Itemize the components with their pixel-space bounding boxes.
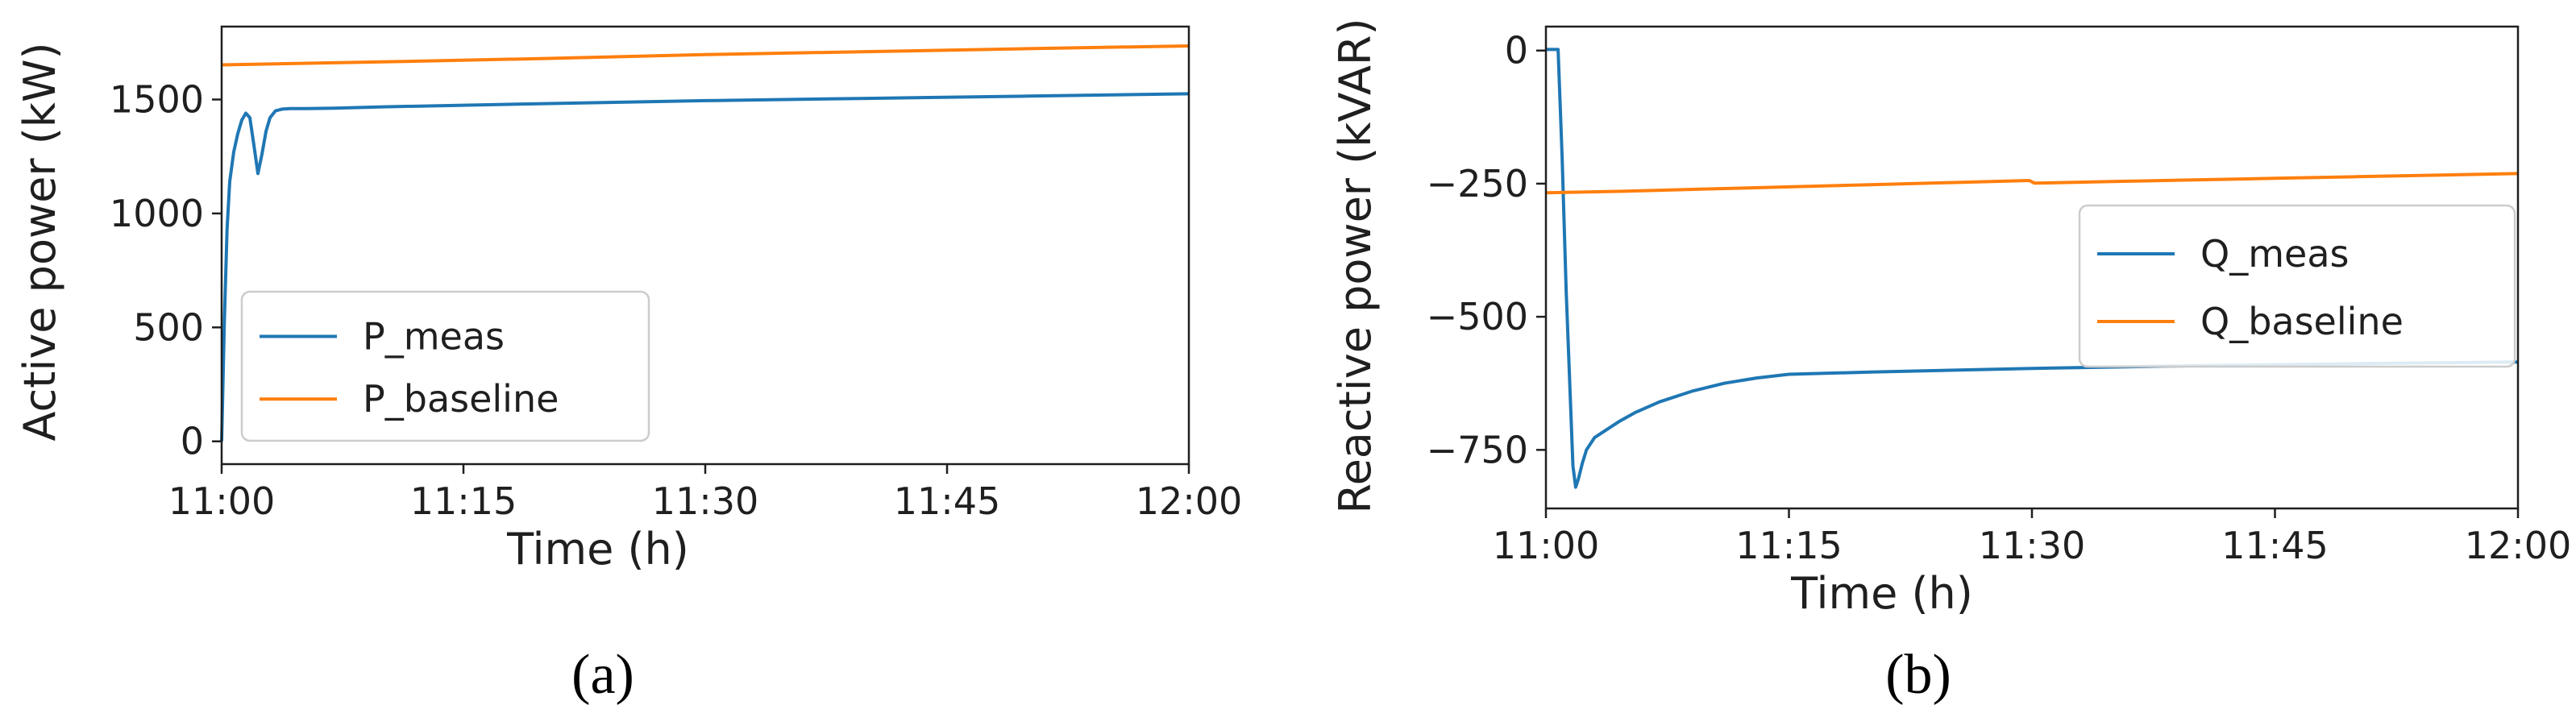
series-line-q-baseline <box>1545 172 2519 195</box>
legend-box-b <box>2078 204 2516 368</box>
chart-reactive-power: 11:00 11:15 11:30 11:45 12:00 0 −250 −500 −750 T… <box>1330 18 2571 706</box>
x-axis-label-b: Time (h) <box>1790 568 1973 619</box>
x-tick-label-b: 11:30 <box>1979 524 2086 567</box>
x-tick-label-b: 12:00 <box>2465 524 2572 567</box>
legend-box-a <box>240 290 650 442</box>
legend-b: Q_meas Q_baseline <box>2078 204 2516 368</box>
series-line-p-meas <box>220 92 1190 442</box>
y-tick-label-a: 1500 <box>110 78 204 122</box>
x-tick-label-a: 11:30 <box>652 479 759 523</box>
y-tick-label-a: 1000 <box>110 192 204 235</box>
caption-b: (b) <box>1885 644 1951 706</box>
legend-label-q-meas: Q_meas <box>2200 232 2349 276</box>
legend-label-q-baseline: Q_baseline <box>2200 300 2404 343</box>
x-tick-label-a: 12:00 <box>1136 479 1243 523</box>
x-tick-label-a: 11:15 <box>410 479 517 523</box>
x-tick-label-a: 11:00 <box>168 479 276 523</box>
x-axis-label-a: Time (h) <box>506 524 689 575</box>
y-tick-label-a: 500 <box>133 305 204 349</box>
series-line-p-baseline <box>221 44 1190 67</box>
series-line-q-meas <box>1546 48 2519 489</box>
caption-a: (a) <box>571 644 634 706</box>
y-axis-label-b: Reactive power (kVAR) <box>1330 18 1381 513</box>
chart-active-power: 11:00 11:15 11:30 11:45 12:00 0 500 1000 1500 Ti… <box>15 25 1243 706</box>
y-tick-label-b: 0 <box>1505 29 1528 73</box>
legend-label-p-meas: P_meas <box>363 315 505 359</box>
y-tick-label-a: 0 <box>181 420 204 463</box>
y-tick-label-b: −500 <box>1427 295 1528 338</box>
x-tick-label-b: 11:00 <box>1493 524 1600 567</box>
legend-a: P_meas P_baseline <box>240 290 650 442</box>
y-axis-label-a: Active power (kW) <box>15 42 65 441</box>
x-tick-label-b: 11:15 <box>1735 524 1843 567</box>
x-tick-label-b: 11:45 <box>2221 524 2329 567</box>
legend-label-p-baseline: P_baseline <box>363 377 559 421</box>
y-tick-label-b: −750 <box>1427 428 1528 471</box>
x-tick-label-a: 11:45 <box>894 479 1001 523</box>
y-tick-label-b: −250 <box>1427 162 1528 205</box>
